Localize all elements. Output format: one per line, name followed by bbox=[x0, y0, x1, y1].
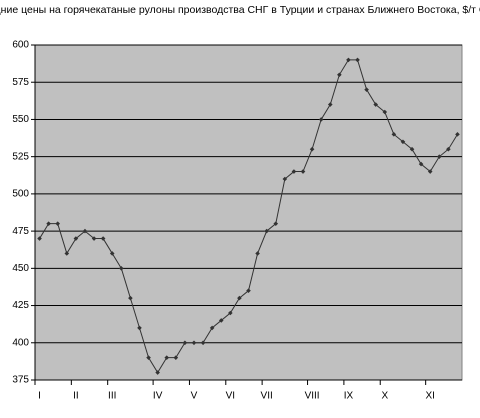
y-tick-label: 375 bbox=[12, 375, 29, 386]
point bbox=[373, 102, 378, 107]
point bbox=[173, 355, 179, 360]
point bbox=[237, 295, 242, 301]
point bbox=[146, 355, 151, 360]
point bbox=[300, 169, 306, 174]
y-tick-label: 500 bbox=[12, 189, 29, 200]
x-tick-label: IX bbox=[344, 391, 354, 402]
point bbox=[346, 57, 351, 63]
point bbox=[82, 228, 88, 234]
point bbox=[100, 236, 106, 241]
point bbox=[355, 57, 360, 63]
point bbox=[55, 221, 61, 226]
y-tick-label: 475 bbox=[12, 226, 29, 237]
x-tick-label: X bbox=[381, 391, 388, 402]
y-tick-label: 400 bbox=[12, 337, 29, 348]
point bbox=[400, 139, 406, 145]
point bbox=[264, 228, 269, 234]
x-tick-label: VII bbox=[261, 391, 273, 402]
point bbox=[246, 288, 251, 293]
point bbox=[409, 146, 415, 152]
y-tick-label: 600 bbox=[12, 40, 29, 51]
point bbox=[109, 251, 115, 256]
x-tick-label: VI bbox=[226, 391, 235, 402]
x-tick-label: II bbox=[73, 391, 79, 402]
point bbox=[255, 251, 260, 256]
point bbox=[282, 176, 288, 182]
point bbox=[46, 221, 51, 226]
point bbox=[200, 340, 206, 346]
point bbox=[427, 169, 433, 174]
y-tick-label: 575 bbox=[12, 77, 29, 88]
point bbox=[418, 161, 424, 167]
x-tick-label: V bbox=[191, 391, 198, 402]
x-tick-label: I bbox=[38, 391, 41, 402]
point bbox=[191, 340, 197, 346]
point bbox=[91, 236, 97, 241]
point bbox=[382, 109, 388, 115]
x-tick-label: IV bbox=[153, 391, 163, 402]
x-tick-label: XI bbox=[425, 391, 434, 402]
y-tick-label: 425 bbox=[12, 300, 29, 311]
point bbox=[73, 236, 79, 241]
x-tick-label: VIII bbox=[305, 391, 320, 402]
x-tick-label: III bbox=[108, 391, 116, 402]
point bbox=[327, 102, 333, 107]
plot-area bbox=[34, 44, 463, 381]
point bbox=[318, 117, 324, 122]
y-tick-label: 550 bbox=[12, 114, 29, 125]
point bbox=[391, 132, 397, 137]
point bbox=[209, 325, 215, 331]
point bbox=[155, 370, 160, 375]
y-tick-label: 450 bbox=[12, 263, 29, 274]
point bbox=[446, 146, 451, 152]
point bbox=[164, 355, 170, 360]
point bbox=[218, 318, 224, 323]
point bbox=[228, 310, 233, 316]
point bbox=[137, 325, 142, 331]
point bbox=[309, 146, 315, 152]
point bbox=[291, 169, 297, 174]
point bbox=[337, 72, 342, 78]
point bbox=[436, 154, 442, 159]
point bbox=[364, 87, 369, 92]
point bbox=[128, 295, 133, 301]
point bbox=[182, 340, 188, 346]
point bbox=[119, 266, 124, 271]
point bbox=[37, 236, 42, 241]
chart-title: Средние цены на горячекатаные рулоны про… bbox=[0, 4, 480, 16]
point bbox=[273, 221, 279, 226]
point bbox=[64, 251, 70, 256]
y-tick-label: 525 bbox=[12, 151, 29, 162]
point bbox=[455, 132, 460, 137]
